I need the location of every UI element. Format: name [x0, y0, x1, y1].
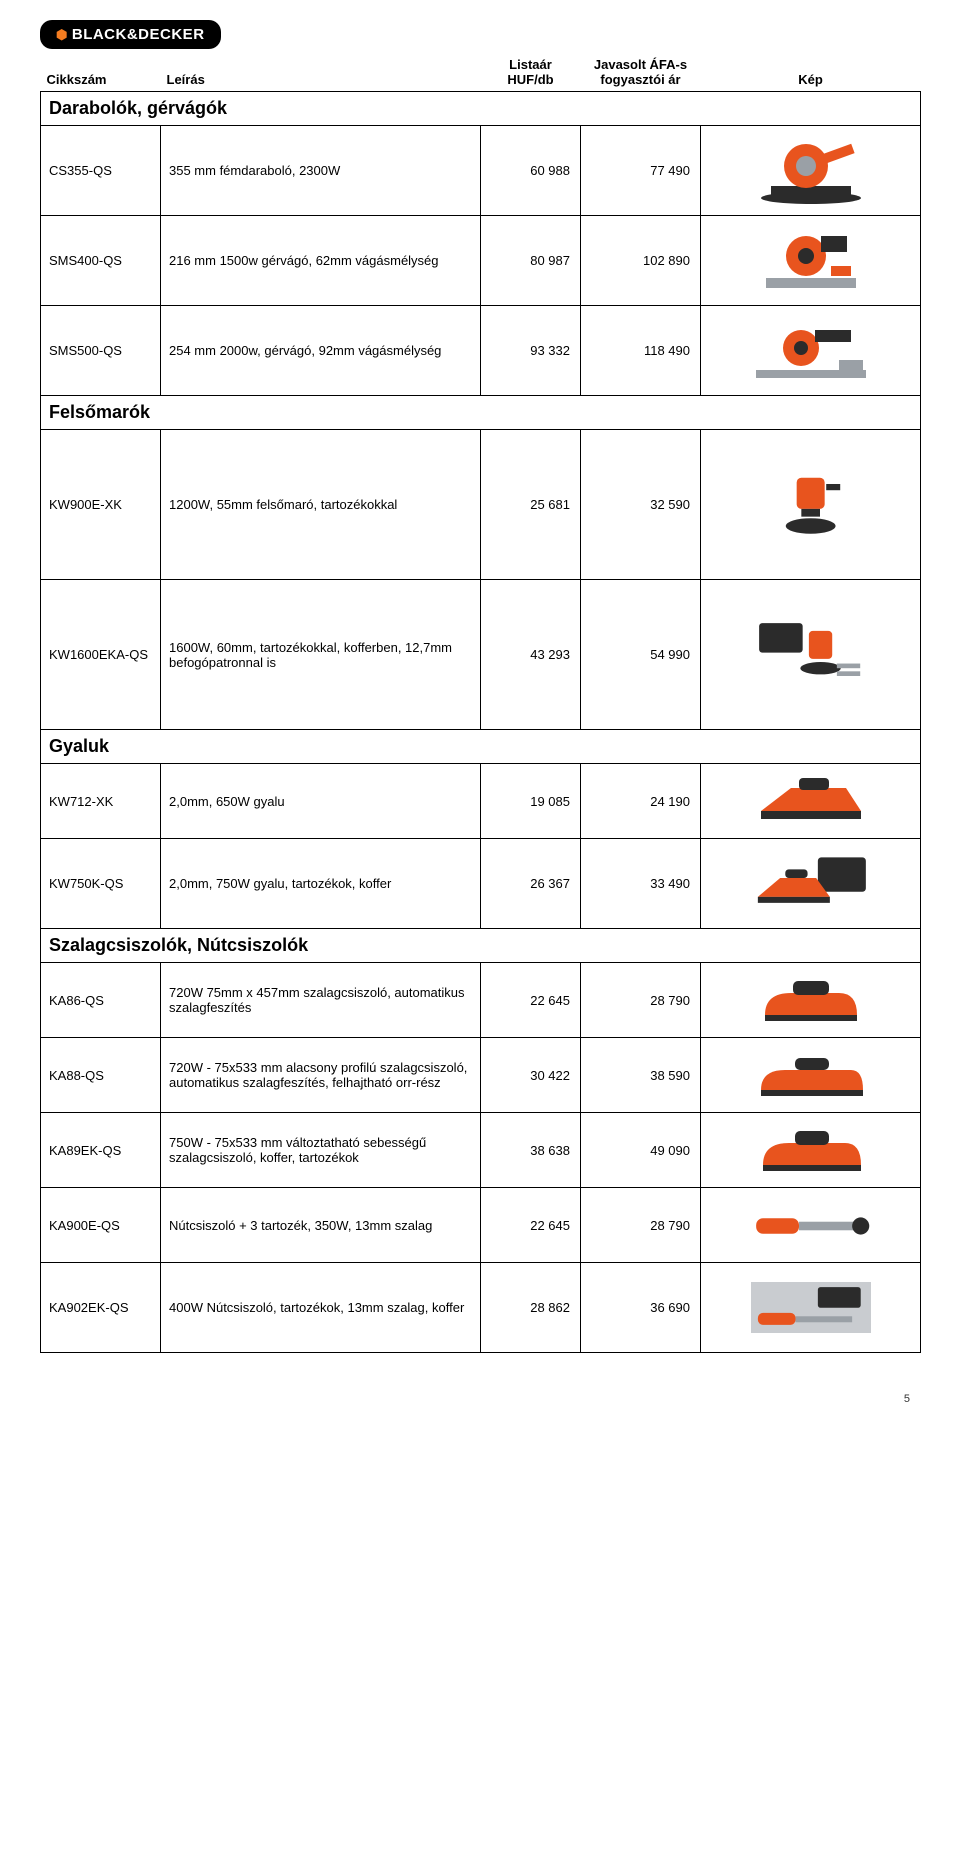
cell-desc: 216 mm 1500w gérvágó, 62mm vágásmélység	[161, 216, 481, 306]
cell-price2: 54 990	[581, 580, 701, 730]
cell-desc: 750W - 75x533 mm változtatható sebességű…	[161, 1113, 481, 1188]
cell-sku: KW750K-QS	[41, 839, 161, 929]
cell-sku: KW900E-XK	[41, 430, 161, 580]
cell-price1: 80 987	[481, 216, 581, 306]
cell-image	[701, 580, 921, 730]
cell-desc: 254 mm 2000w, gérvágó, 92mm vágásmélység	[161, 306, 481, 396]
cell-sku: CS355-QS	[41, 126, 161, 216]
cell-sku: KA900E-QS	[41, 1188, 161, 1263]
cell-desc: 2,0mm, 650W gyalu	[161, 764, 481, 839]
cell-image	[701, 839, 921, 929]
brand-logo: ⬢ BLACK&DECKER	[40, 20, 221, 49]
cell-price1: 28 862	[481, 1263, 581, 1353]
cell-price2: 24 190	[581, 764, 701, 839]
filesanderkit-icon	[703, 1273, 918, 1343]
price-table: Cikkszám Leírás Listaár HUF/db Javasolt …	[40, 53, 921, 1353]
table-row: KA86-QS720W 75mm x 457mm szalagcsiszoló,…	[41, 963, 921, 1038]
header-desc: Leírás	[161, 53, 481, 92]
cell-sku: KA89EK-QS	[41, 1113, 161, 1188]
cell-price2: 33 490	[581, 839, 701, 929]
beltsander2-icon	[703, 1040, 918, 1110]
cell-desc: 720W 75mm x 457mm szalagcsiszoló, automa…	[161, 963, 481, 1038]
cell-image	[701, 963, 921, 1038]
planer-icon	[703, 766, 918, 836]
cell-sku: KA86-QS	[41, 963, 161, 1038]
table-row: KA900E-QSNútcsiszoló + 3 tartozék, 350W,…	[41, 1188, 921, 1263]
cell-desc: Nútcsiszoló + 3 tartozék, 350W, 13mm sza…	[161, 1188, 481, 1263]
chopsaw-icon	[703, 136, 918, 206]
cell-sku: SMS500-QS	[41, 306, 161, 396]
header-sku: Cikkszám	[41, 53, 161, 92]
cell-price2: 49 090	[581, 1113, 701, 1188]
cell-image	[701, 216, 921, 306]
cell-sku: KW712-XK	[41, 764, 161, 839]
router-icon	[703, 470, 918, 540]
cell-image	[701, 1188, 921, 1263]
cell-image	[701, 1113, 921, 1188]
cell-image	[701, 764, 921, 839]
cell-image	[701, 430, 921, 580]
planerkit-icon	[703, 849, 918, 919]
cell-price1: 93 332	[481, 306, 581, 396]
cell-desc: 1600W, 60mm, tartozékokkal, kofferben, 1…	[161, 580, 481, 730]
header-price2: Javasolt ÁFA-s fogyasztói ár	[581, 53, 701, 92]
cell-price1: 22 645	[481, 963, 581, 1038]
page-number: 5	[40, 1393, 920, 1405]
cell-price2: 32 590	[581, 430, 701, 580]
filesander-icon	[703, 1190, 918, 1260]
table-row: KW1600EKA-QS1600W, 60mm, tartozékokkal, …	[41, 580, 921, 730]
table-row: KW750K-QS2,0mm, 750W gyalu, tartozékok, …	[41, 839, 921, 929]
section-title: Szalagcsiszolók, Nútcsiszolók	[41, 929, 921, 963]
cell-image	[701, 1038, 921, 1113]
table-header-row: Cikkszám Leírás Listaár HUF/db Javasolt …	[41, 53, 921, 92]
cell-sku: KW1600EKA-QS	[41, 580, 161, 730]
table-row: KW712-XK2,0mm, 650W gyalu19 08524 190	[41, 764, 921, 839]
cell-desc: 2,0mm, 750W gyalu, tartozékok, koffer	[161, 839, 481, 929]
routerkit-icon	[703, 620, 918, 690]
cell-price2: 118 490	[581, 306, 701, 396]
section-title: Gyaluk	[41, 730, 921, 764]
cell-price1: 60 988	[481, 126, 581, 216]
cell-price2: 36 690	[581, 1263, 701, 1353]
table-row: KA89EK-QS750W - 75x533 mm változtatható …	[41, 1113, 921, 1188]
mitersaw-icon	[703, 226, 918, 296]
cell-sku: KA88-QS	[41, 1038, 161, 1113]
cell-desc: 400W Nútcsiszoló, tartozékok, 13mm szala…	[161, 1263, 481, 1353]
section-title: Felsőmarók	[41, 396, 921, 430]
cell-image	[701, 126, 921, 216]
cell-desc: 1200W, 55mm felsőmaró, tartozékokkal	[161, 430, 481, 580]
table-row: CS355-QS355 mm fémdaraboló, 2300W60 9887…	[41, 126, 921, 216]
beltsander-icon	[703, 965, 918, 1035]
cell-desc: 355 mm fémdaraboló, 2300W	[161, 126, 481, 216]
cell-price1: 30 422	[481, 1038, 581, 1113]
table-row: KA88-QS720W - 75x533 mm alacsony profilú…	[41, 1038, 921, 1113]
table-row: KW900E-XK1200W, 55mm felsőmaró, tartozék…	[41, 430, 921, 580]
cell-price2: 28 790	[581, 1188, 701, 1263]
cell-price1: 19 085	[481, 764, 581, 839]
header-price1: Listaár HUF/db	[481, 53, 581, 92]
cell-price1: 26 367	[481, 839, 581, 929]
cell-price1: 38 638	[481, 1113, 581, 1188]
cell-image	[701, 1263, 921, 1353]
cell-image	[701, 306, 921, 396]
cell-desc: 720W - 75x533 mm alacsony profilú szalag…	[161, 1038, 481, 1113]
section-title: Darabolók, gérvágók	[41, 92, 921, 126]
cell-price1: 43 293	[481, 580, 581, 730]
cell-price1: 22 645	[481, 1188, 581, 1263]
cell-price2: 77 490	[581, 126, 701, 216]
table-row: SMS400-QS216 mm 1500w gérvágó, 62mm vágá…	[41, 216, 921, 306]
table-row: SMS500-QS254 mm 2000w, gérvágó, 92mm vág…	[41, 306, 921, 396]
beltsander3-icon	[703, 1115, 918, 1185]
table-row: KA902EK-QS400W Nútcsiszoló, tartozékok, …	[41, 1263, 921, 1353]
cell-price2: 28 790	[581, 963, 701, 1038]
logo-hex-icon: ⬢	[56, 27, 68, 42]
cell-sku: KA902EK-QS	[41, 1263, 161, 1353]
mitersaw2-icon	[703, 316, 918, 386]
cell-sku: SMS400-QS	[41, 216, 161, 306]
header-img: Kép	[701, 53, 921, 92]
cell-price2: 38 590	[581, 1038, 701, 1113]
brand-text: BLACK&DECKER	[72, 26, 205, 43]
cell-price2: 102 890	[581, 216, 701, 306]
cell-price1: 25 681	[481, 430, 581, 580]
